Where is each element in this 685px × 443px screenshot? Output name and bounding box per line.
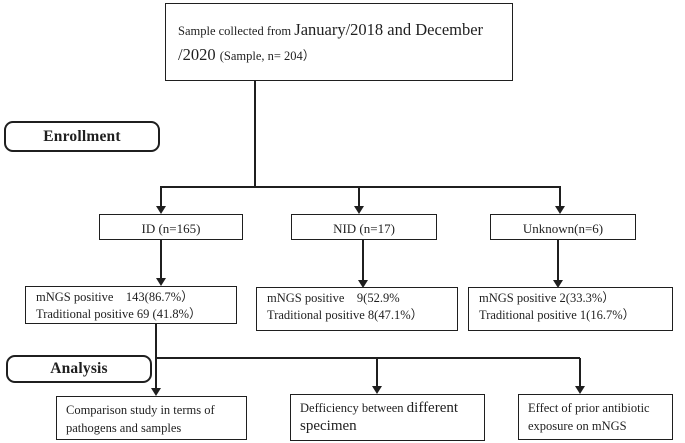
analysis-defficiency-text-small: Defficiency between — [300, 401, 407, 415]
sample-collection-line2: /2020 (Sample, n= 204） — [178, 43, 504, 68]
branch-box-nid: NID (n=17) — [291, 214, 437, 240]
analysis-stage-label: Analysis — [6, 355, 152, 383]
sample-collection-box: Sample collected from January/2018 and D… — [165, 3, 513, 81]
down-arrowhead-icon — [553, 280, 563, 288]
connector-analysis-horizontal — [155, 357, 580, 359]
connector-stats-to-analysis — [155, 324, 157, 388]
connector-to-nid — [358, 187, 360, 206]
stats-box-id: mNGS positive 143(86.7%） Traditional pos… — [25, 286, 237, 324]
down-arrowhead-icon — [555, 206, 565, 214]
stats-nid-line2: Traditional positive 8(47.1%） — [267, 307, 424, 322]
connector-to-defficiency — [376, 358, 378, 386]
sample-collection-text-large2: /2020 — [178, 45, 220, 64]
analysis-comparison-line1: Comparison study in terms of — [66, 403, 215, 417]
stats-box-unknown: mNGS positive 2(33.3%） Traditional posit… — [468, 287, 673, 331]
analysis-antibiotic-line2: exposure on mNGS — [528, 419, 627, 433]
analysis-box-comparison: Comparison study in terms of pathogens a… — [56, 396, 247, 440]
stats-unknown-line2: Traditional positive 1(16.7%） — [479, 307, 636, 322]
down-arrowhead-icon — [156, 206, 166, 214]
connector-to-unknown — [559, 187, 561, 206]
connector-id-to-stats — [160, 240, 162, 278]
analysis-defficiency-text-large: different — [406, 400, 459, 416]
sample-collection-text-large1: January/2018 and December — [294, 20, 484, 39]
branch-box-unknown: Unknown(n=6) — [490, 214, 636, 240]
connector-to-antibiotic — [579, 358, 581, 386]
connector-nid-to-stats — [362, 240, 364, 280]
down-arrowhead-icon — [354, 206, 364, 214]
analysis-box-antibiotic: Effect of prior antibiotic exposure on m… — [518, 394, 673, 440]
sample-collection-text-small1: Sample collected from — [178, 24, 295, 38]
down-arrowhead-icon — [372, 386, 382, 394]
stats-id-line1: mNGS positive 143(86.7%） — [36, 290, 194, 304]
down-arrowhead-icon — [358, 280, 368, 288]
connector-to-id — [160, 187, 162, 206]
stats-unknown-line1: mNGS positive 2(33.3%） — [479, 291, 615, 305]
analysis-defficiency-line2: specimen — [300, 418, 357, 434]
connector-topbox-down — [254, 81, 256, 187]
connector-unknown-to-stats — [557, 240, 559, 280]
sample-collection-text-small2: (Sample, n= 204） — [219, 49, 316, 63]
branch-box-id: ID (n=165) — [99, 214, 243, 240]
analysis-defficiency-line1: Defficiency between different — [300, 399, 478, 417]
down-arrowhead-icon — [575, 386, 585, 394]
down-arrowhead-icon — [151, 388, 161, 396]
analysis-box-defficiency: Defficiency between different specimen — [290, 394, 485, 441]
down-arrowhead-icon — [156, 278, 166, 286]
analysis-comparison-line2: pathogens and samples — [66, 421, 182, 435]
stats-id-line2: Traditional positive 69 (41.8%） — [36, 306, 202, 321]
analysis-antibiotic-line1: Effect of prior antibiotic — [528, 401, 650, 415]
stats-box-nid: mNGS positive 9(52.9% Traditional positi… — [256, 287, 458, 331]
sample-collection-line1: Sample collected from January/2018 and D… — [178, 18, 504, 43]
enrollment-stage-label: Enrollment — [4, 121, 160, 152]
stats-nid-line1: mNGS positive 9(52.9% — [267, 291, 400, 305]
connector-splitter-horizontal — [160, 186, 561, 188]
